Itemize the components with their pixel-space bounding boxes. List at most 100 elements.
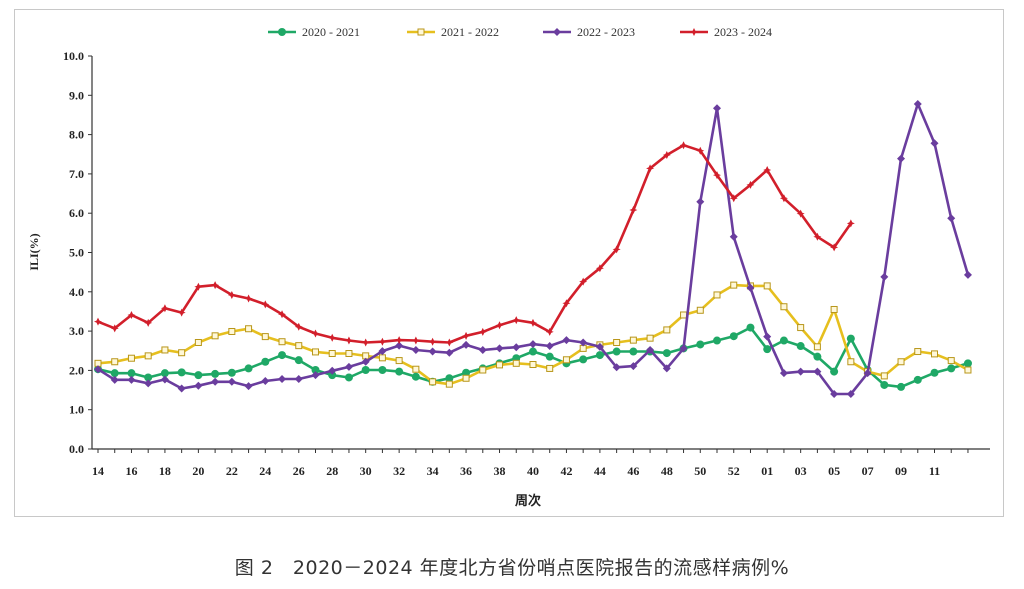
data-point-star [746,180,755,189]
data-point-diamond [227,377,236,386]
data-point-star [763,165,772,174]
y-tick-label: 4.0 [69,285,84,299]
data-point-circle [897,382,906,391]
legend-item[interactable]: 2020 - 2021 [268,25,360,39]
data-point-star [646,164,655,173]
data-point-diamond [646,345,655,354]
data-point-diamond [779,369,788,378]
data-point-diamond [194,381,203,390]
data-point-diamond [160,375,169,384]
data-point-diamond [713,104,722,113]
legend-label: 2020 - 2021 [302,25,360,39]
data-point-diamond [94,365,102,374]
data-point-circle [545,352,554,361]
data-point-diamond [244,382,253,391]
data-point-diamond [545,342,554,351]
data-point-square [663,326,671,334]
data-point-star [830,243,839,252]
data-point-square [780,303,788,311]
data-point-diamond [662,364,671,373]
data-point-circle [144,373,153,382]
data-point-diamond [813,367,822,376]
data-point-diamond [445,348,454,357]
data-point-diamond [478,345,487,354]
data-point-circle [913,375,922,384]
data-point-square [311,348,319,356]
x-tick-label: 22 [226,464,238,478]
x-tick-label: 01 [761,464,773,478]
x-tick-label: 52 [728,464,740,478]
y-tick-label: 9.0 [69,88,84,102]
data-point-diamond [261,377,270,386]
x-tick-label: 18 [159,464,171,478]
data-point-star [662,151,671,160]
data-point-circle [746,323,755,332]
y-tick-label: 5.0 [69,246,84,260]
data-point-circle [160,369,169,378]
legend-item[interactable]: 2022 - 2023 [543,25,635,39]
legend-item[interactable]: 2023 - 2024 [680,25,772,39]
data-point-square [479,366,487,374]
data-point-square [417,28,425,36]
data-point-star [528,318,537,327]
data-point-star [160,304,169,313]
legend: 2020 - 2021 2021 - 2022 2022 - 2023 2023 - … [268,25,772,39]
data-point-star [562,299,571,308]
data-point-square [211,332,219,340]
data-point-circle [127,369,136,378]
data-point-square [111,358,119,366]
data-point-circle [796,342,805,351]
data-point-diamond [595,342,604,351]
data-point-circle [763,345,772,354]
x-tick-label: 34 [427,464,439,478]
data-point-star [411,336,420,345]
legend-item[interactable]: 2021 - 2022 [407,25,499,39]
data-point-star [127,310,136,319]
data-point-square [161,346,169,354]
x-tick-label: 48 [661,464,673,478]
y-tick-label: 3.0 [69,324,84,338]
data-point-diamond [746,283,755,292]
data-point-square [228,327,236,335]
x-tick-label: 16 [125,464,137,478]
data-point-square [462,374,470,382]
y-tick-label: 6.0 [69,206,84,220]
data-point-square [529,361,537,369]
data-point-square [680,311,688,319]
data-point-star [211,281,220,290]
x-axis: 14 16 18 20 22 24 26 28 30 32 34 36 38 40 42 44 46 48 50 52… [92,448,990,478]
data-point-diamond [930,139,939,148]
data-point-diamond [127,375,136,384]
data-point-square [763,282,771,290]
data-point-circle [244,364,253,373]
data-point-square [546,364,554,372]
x-tick-label: 44 [594,464,606,478]
x-tick-label: 09 [895,464,907,478]
data-point-star [344,336,353,345]
x-tick-label: 38 [494,464,506,478]
data-point-circle [344,373,353,382]
data-point-star [779,194,788,203]
data-point-diamond [512,343,521,352]
data-point-square [295,342,303,350]
data-point-star [395,336,404,345]
data-point-square [713,291,721,299]
data-point-square [395,357,403,365]
data-point-circle [194,371,203,380]
series-line [97,326,969,389]
legend-label: 2021 - 2022 [441,25,499,39]
data-point-diamond [462,340,471,349]
data-point-diamond [830,389,839,398]
data-point-diamond [696,197,705,206]
data-point-circle [328,371,337,380]
data-point-star [713,171,722,180]
data-point-star [361,338,370,347]
data-point-square [797,324,805,332]
data-point-square [512,359,520,367]
data-point-circle [361,366,370,375]
data-point-circle [579,355,588,364]
data-point-star [445,338,454,347]
x-axis-label: 周次 [515,493,541,509]
data-point-star [244,294,253,303]
x-tick-label: 07 [862,464,874,478]
